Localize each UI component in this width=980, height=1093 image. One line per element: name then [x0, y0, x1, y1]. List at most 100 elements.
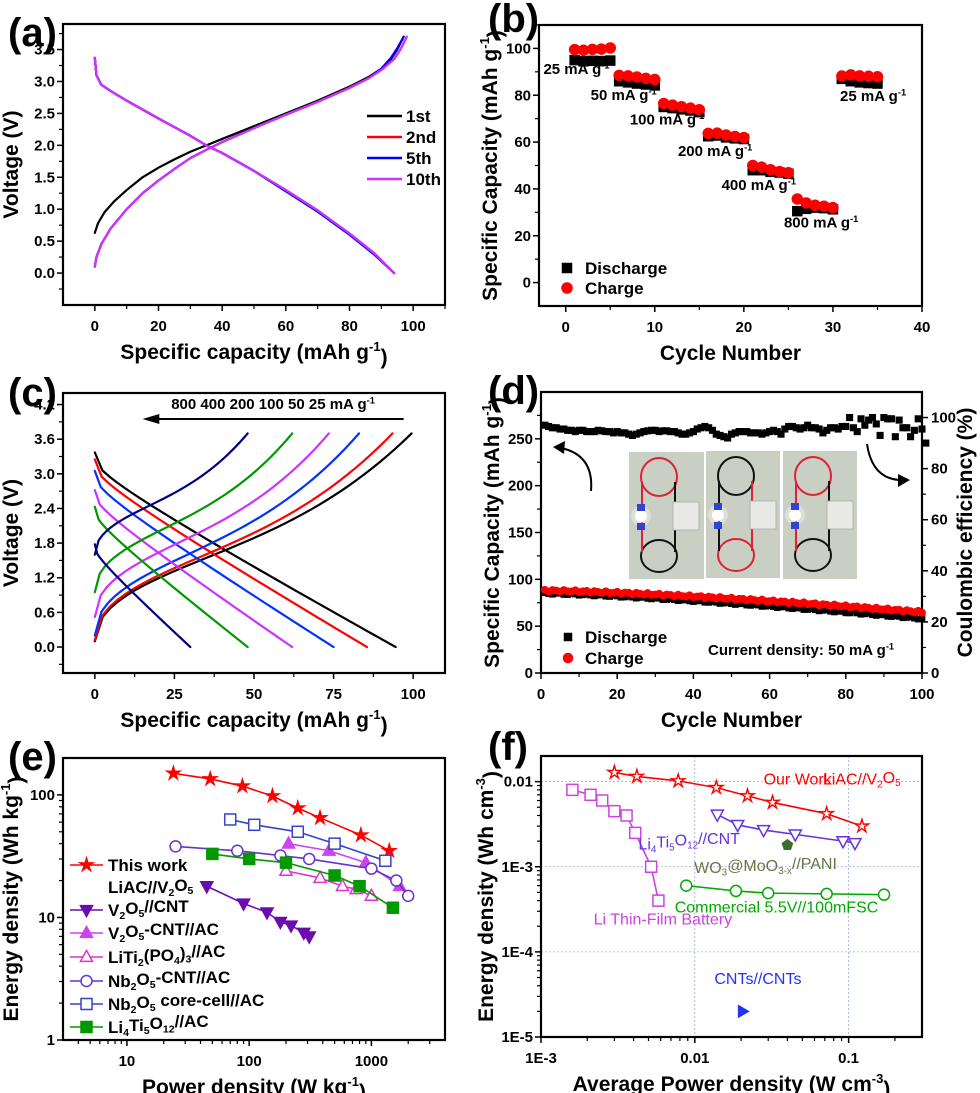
data-point-charge — [871, 71, 884, 83]
series-line — [205, 885, 311, 938]
data-point — [707, 778, 726, 796]
data-point-charge — [918, 608, 926, 617]
data-point — [278, 862, 294, 876]
data-point — [629, 826, 642, 840]
y-tick-label: 20 — [514, 228, 531, 245]
panel-label: (a) — [8, 11, 57, 55]
data-point — [787, 829, 803, 843]
x-tick-label: 1000 — [355, 1053, 388, 1070]
data-point — [365, 862, 378, 875]
data-point-coulombic-efficiency — [914, 415, 922, 423]
data-point — [877, 888, 891, 901]
series-label: Commercial 5.5V//100mFSC — [675, 900, 879, 917]
y-tick-label: 3.0 — [34, 73, 55, 90]
data-point-coulombic-efficiency — [918, 425, 926, 433]
y2-tick-label: 0 — [931, 665, 939, 682]
flexible-device — [749, 500, 777, 530]
data-point — [279, 856, 293, 869]
inset-photo — [706, 451, 780, 578]
data-point — [620, 809, 633, 822]
y2-tick-label: 40 — [931, 563, 948, 580]
x-tick-label: 10 — [646, 319, 663, 336]
data-point-coulombic-efficiency — [887, 415, 896, 423]
legend-label: Discharge — [585, 259, 667, 278]
arrow-to-right-axis — [866, 443, 900, 481]
data-point-coulombic-efficiency — [891, 433, 899, 441]
data-point — [761, 886, 775, 900]
data-point — [242, 852, 256, 866]
legend-marker — [79, 948, 94, 963]
data-point — [584, 788, 597, 802]
series-line — [172, 772, 391, 852]
data-point — [236, 898, 251, 912]
y-tick-label: 1E-5 — [501, 1029, 533, 1046]
legend-label: Charge — [585, 279, 644, 298]
data-point — [709, 809, 725, 823]
legend-label: 5th — [406, 149, 432, 168]
series-line — [613, 771, 863, 827]
series-label: Our Work — [764, 772, 833, 789]
x-tick-label: 20 — [609, 686, 626, 703]
data-point-coulombic-efficiency — [708, 426, 717, 434]
data-point — [164, 763, 183, 781]
y-tick-label: 4.2 — [34, 397, 55, 414]
y-tick-label: 1E-3 — [501, 859, 533, 876]
rate-arrow-head — [142, 413, 160, 424]
data-point — [401, 889, 415, 903]
led-glow — [712, 509, 724, 521]
rate-annotation: 25 mA g-1 — [840, 88, 906, 106]
data-point-charge — [782, 167, 795, 179]
arrow-head-right — [898, 474, 910, 487]
series-label: LiAC//V2O5 — [823, 770, 901, 791]
data-point-discharge — [605, 55, 616, 66]
legend-label: Nb2O5-CNT//AC — [108, 968, 230, 993]
arrow-head-left — [553, 441, 565, 454]
y-tick-label: 3.6 — [34, 431, 55, 448]
y-tick-label: 150 — [508, 525, 533, 542]
series-line — [685, 884, 885, 896]
data-point — [390, 874, 403, 887]
inset-photo — [629, 452, 704, 579]
x-tick-label: 25 — [166, 686, 183, 703]
chart-f: 1E-3 0.01 0.1 1E-5 1E-4 1E-3 0.01 Average Power… — [473, 725, 924, 1093]
x-tick-label: 0.1 — [838, 1050, 859, 1067]
panel-label: (e) — [8, 735, 57, 779]
plot-frame — [539, 754, 924, 1039]
x-tick-label: 40 — [685, 686, 702, 703]
legend-marker — [562, 652, 574, 664]
x-tick-label: 40 — [914, 319, 931, 336]
x-tick-label: 100 — [909, 686, 934, 703]
data-point — [259, 907, 275, 921]
data-point-coulombic-efficiency — [849, 424, 857, 432]
data-point-coulombic-efficiency — [903, 424, 911, 432]
chart-e: 10 100 1000 1 10 100 Power density (W kg-1) Ene… — [0, 735, 447, 1093]
rate-annotation: 200 mA g-1 — [678, 143, 752, 161]
data-point — [288, 798, 307, 816]
legend-marker — [79, 904, 94, 919]
y-tick-label: 200 — [508, 478, 533, 495]
y-tick-label: 0.5 — [34, 233, 55, 250]
data-point — [847, 837, 863, 852]
data-point — [231, 844, 244, 858]
x-tick-label: 0.01 — [680, 1050, 709, 1067]
series-line-charge — [93, 432, 330, 619]
panel-label: (f) — [488, 725, 528, 769]
data-point — [730, 819, 746, 834]
led-halo — [631, 506, 651, 526]
x-tick-label: 80 — [341, 318, 358, 335]
data-point — [627, 767, 646, 784]
data-point — [223, 813, 237, 826]
legend-marker — [80, 997, 93, 1011]
x-tick-label: 0 — [91, 686, 99, 703]
x-axis-label: Cycle Number — [661, 709, 802, 732]
chart-a: 0 20 40 60 80 100 0.0 0.5 1.0 1.5 2.0 2.5 3.0 3.5 Spec… — [0, 11, 447, 369]
chart-c: 0 25 50 75 100 0.0 0.6 1.2 1.8 2.4 3.0 3.6 4.2 Specif… — [0, 371, 447, 737]
y-tick-label: 0 — [525, 665, 533, 682]
data-point — [291, 825, 305, 839]
series-line-charge — [93, 432, 294, 594]
data-point — [335, 878, 350, 892]
series-line-discharge — [93, 543, 192, 649]
data-point — [380, 841, 399, 859]
legend-label: This work — [108, 856, 188, 875]
series-line-charge — [93, 432, 394, 642]
